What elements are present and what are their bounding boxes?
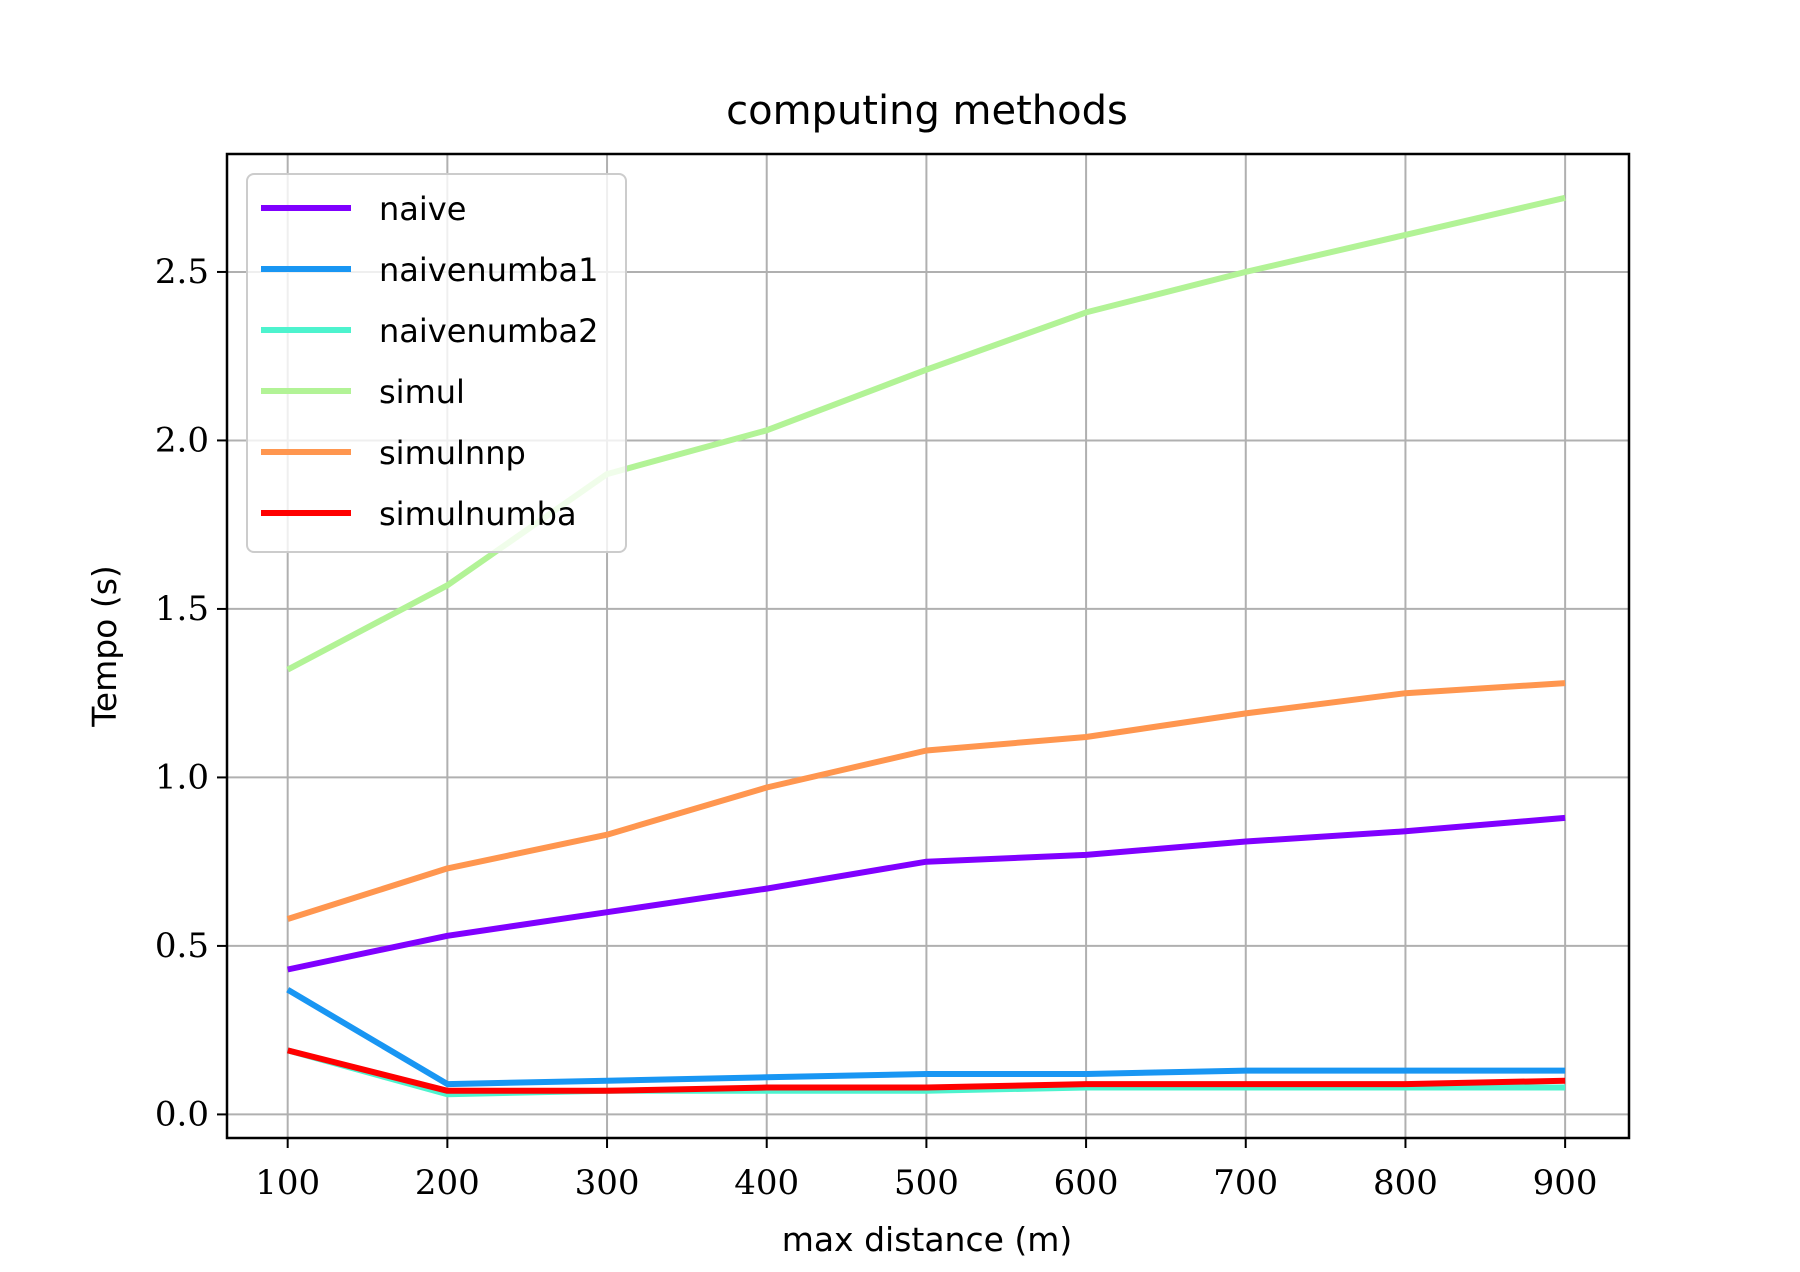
grid bbox=[227, 154, 1629, 1138]
y-axis-ticks: 0.0 0.5 1.0 1.5 2.0 2.5 bbox=[155, 252, 227, 1134]
legend-label-naivenumba1: naivenumba1 bbox=[379, 251, 598, 289]
y-axis-label: Tempo (s) bbox=[85, 565, 124, 728]
plot-area-frame bbox=[225, 152, 1631, 1140]
legend: naive naivenumba1 naivenumba2 simul simulnnp… bbox=[246, 173, 627, 553]
legend-label-simulnnp: simulnnp bbox=[379, 434, 526, 472]
x-tick-label: 300 bbox=[575, 1163, 640, 1203]
legend-label-simulnumba: simulnumba bbox=[379, 495, 577, 533]
x-tick-label: 100 bbox=[255, 1163, 320, 1203]
x-tick-label: 900 bbox=[1533, 1163, 1598, 1203]
x-tick-label: 400 bbox=[734, 1163, 799, 1203]
x-axis-ticks: 100 200 300 400 500 600 700 800 900 bbox=[255, 1138, 1598, 1203]
x-tick-label: 200 bbox=[415, 1163, 480, 1203]
x-tick-label: 500 bbox=[894, 1163, 959, 1203]
series-line-naive bbox=[287, 814, 1566, 973]
x-tick-label: 600 bbox=[1054, 1163, 1119, 1203]
series-line-simulnnp bbox=[286, 680, 1566, 922]
legend-label-naivenumba2: naivenumba2 bbox=[379, 312, 598, 350]
chart-title: computing methods bbox=[726, 88, 1128, 134]
series-line-simulnumba bbox=[286, 1047, 1566, 1094]
legend-label-naive: naive bbox=[379, 190, 466, 228]
y-tick-label: 0.0 bbox=[155, 1094, 209, 1134]
y-tick-label: 2.0 bbox=[155, 420, 209, 460]
y-tick-label: 0.5 bbox=[155, 926, 209, 966]
series-line-naivenumba1 bbox=[286, 987, 1566, 1088]
y-tick-label: 1.5 bbox=[155, 589, 209, 629]
x-axis-label: max distance (m) bbox=[782, 1220, 1073, 1259]
y-tick-label: 2.5 bbox=[155, 252, 209, 292]
legend-label-simul: simul bbox=[379, 373, 465, 411]
y-tick-label: 1.0 bbox=[155, 757, 209, 797]
x-tick-label: 800 bbox=[1373, 1163, 1438, 1203]
x-tick-label: 700 bbox=[1213, 1163, 1278, 1203]
